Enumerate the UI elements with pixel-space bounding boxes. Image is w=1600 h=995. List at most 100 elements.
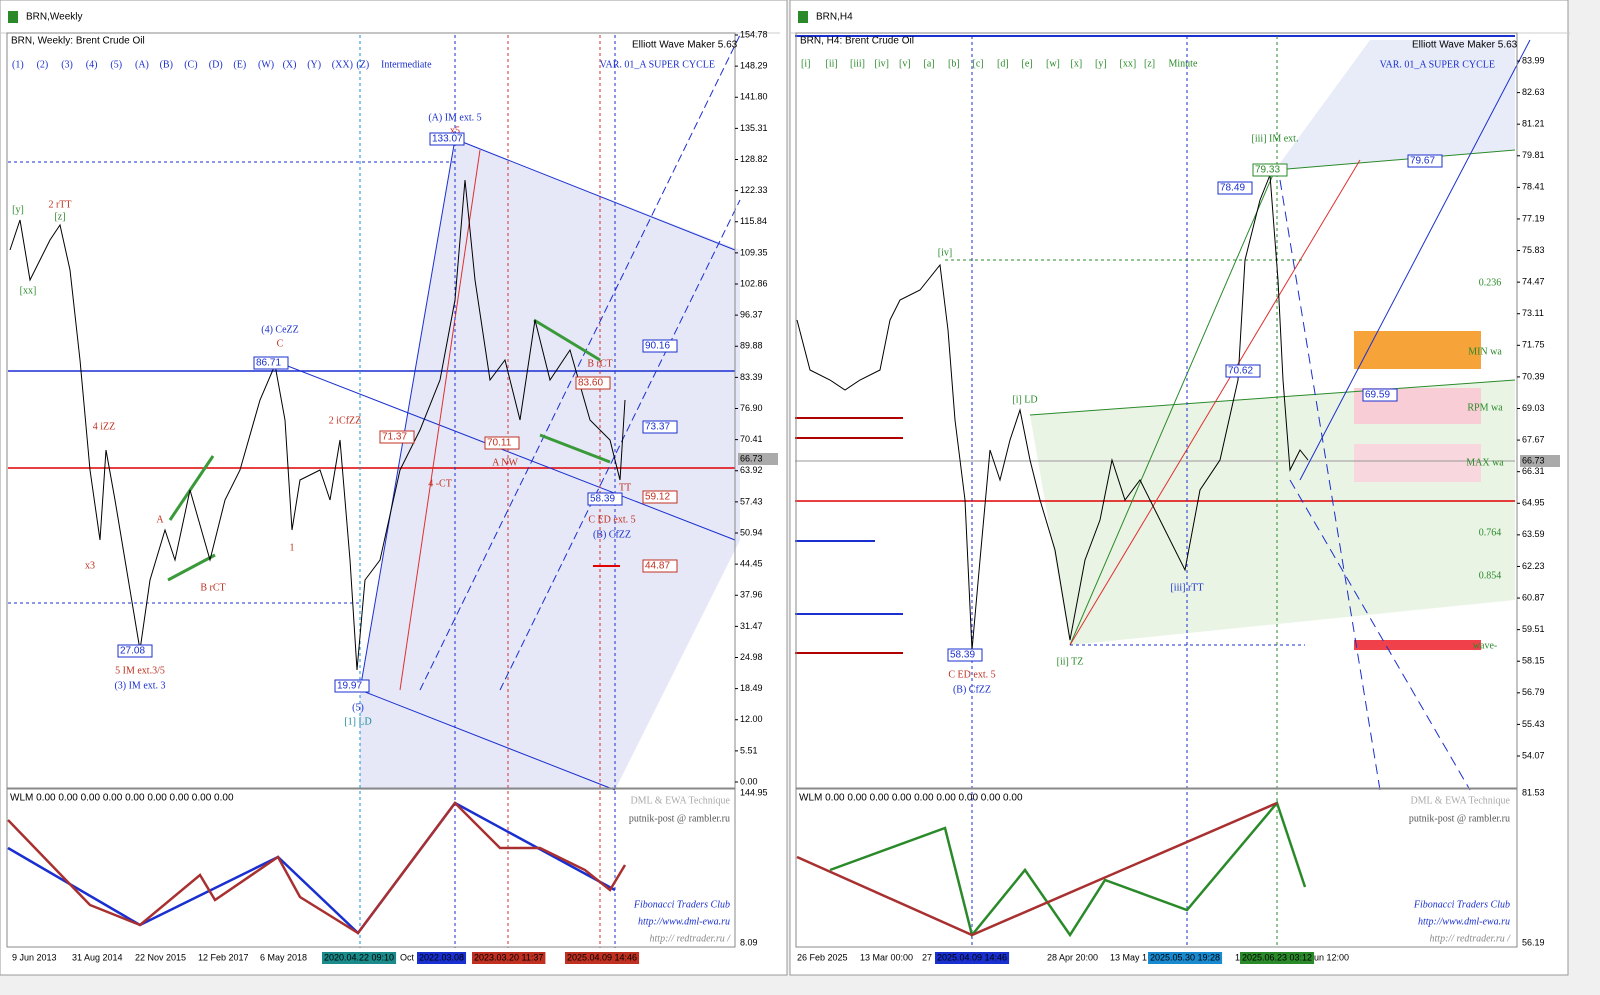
wave-button[interactable]: [ii]	[826, 58, 838, 69]
wave-button[interactable]: [x]	[1071, 58, 1083, 69]
date-label: 2022.03.08	[419, 952, 464, 962]
wave-label: TT	[619, 482, 631, 493]
wave-button[interactable]: (B)	[160, 59, 173, 70]
indicator-axis: 8.09	[740, 937, 758, 947]
wave-label: MIN wa	[1468, 346, 1502, 357]
wave-button[interactable]: [y]	[1095, 58, 1107, 69]
price-box-label: 59.12	[645, 492, 670, 503]
indicator-credit: http:// redtrader.ru /	[650, 933, 732, 944]
wave-button[interactable]: [iv]	[875, 58, 889, 69]
price-axis-label: 0.00	[740, 776, 758, 786]
date-label: 2020.04.22 09:10	[324, 952, 394, 962]
price-axis-label: 70.39	[1522, 371, 1545, 381]
wave-button[interactable]: (XX)	[332, 59, 353, 70]
h4-drawings	[795, 35, 1531, 948]
date-label: 31 Aug 2014	[72, 952, 123, 962]
price-axis-label: 62.23	[1522, 561, 1545, 571]
price-box	[587, 492, 623, 506]
wave-label: [ii] TZ	[1057, 656, 1084, 667]
date-label: 12 Feb 2017	[198, 952, 249, 962]
wave-button[interactable]: Minute	[1169, 58, 1198, 69]
price-box	[1362, 388, 1398, 402]
wave-button[interactable]: (2)	[37, 59, 49, 70]
date-label: un 12:00	[1314, 952, 1349, 962]
wave-button[interactable]: [e]	[1022, 58, 1033, 69]
variant-title: VAR. 01_A SUPER CYCLE	[600, 59, 715, 70]
wave-label: (B) CfZZ	[953, 684, 991, 695]
wave-label: 2 rTT	[48, 199, 71, 210]
price-axis-label: 141.80	[740, 92, 768, 102]
wave-label: 0.854	[1479, 570, 1502, 581]
wave-button[interactable]: (A)	[135, 59, 149, 70]
wave-button[interactable]: (1)	[12, 59, 24, 70]
price-box	[642, 339, 678, 353]
price-box-label: 90.16	[645, 341, 670, 352]
wave-button[interactable]: (D)	[209, 59, 223, 70]
wave-button[interactable]: [v]	[899, 58, 911, 69]
current-price: 66.73	[740, 453, 763, 463]
indicator-credit: DML & EWA Technique	[1410, 795, 1510, 806]
wave-button[interactable]: [c]	[973, 58, 984, 69]
wave-button[interactable]: (Z)	[356, 59, 369, 70]
wave-button[interactable]: (E)	[233, 59, 246, 70]
price-axis-label: 109.35	[740, 247, 768, 257]
wave-label: wave-	[1473, 640, 1497, 651]
symbol-line: BRN, H4: Brent Crude Oil	[800, 36, 914, 47]
wave-button[interactable]: (X)	[283, 59, 297, 70]
price-box	[1407, 154, 1443, 168]
date-label: 2025.04.09 14:46	[567, 952, 637, 962]
indicator-credit: putnik-post @ rambler.ru	[1409, 813, 1510, 824]
wave-button[interactable]: [a]	[924, 58, 935, 69]
wave-button[interactable]: (C)	[184, 59, 197, 70]
wave-label: B rCT	[587, 358, 612, 369]
wave-label: [1] LD	[344, 716, 372, 727]
wave-button[interactable]: [iii]	[850, 58, 865, 69]
wave-button[interactable]: [i]	[801, 58, 810, 69]
wave-button[interactable]: Intermediate	[381, 59, 432, 70]
price-axis-label: 24.98	[740, 652, 763, 662]
date-highlight	[322, 952, 397, 964]
wave-button[interactable]: (3)	[61, 59, 73, 70]
wave-label: C	[277, 338, 284, 349]
indicator-axis: 56.19	[1522, 937, 1545, 947]
wave-button[interactable]: [xx]	[1120, 58, 1137, 69]
price-box-label: 86.71	[256, 358, 281, 369]
date-label: 28 Apr 20:00	[1047, 952, 1098, 962]
price-axis-label: 71.75	[1522, 340, 1545, 350]
wave-label: 4 iZZ	[93, 421, 116, 432]
variant-title: VAR. 01_A SUPER CYCLE	[1380, 59, 1495, 70]
wave-label: A	[156, 514, 164, 525]
price-axis-label: 154.78	[740, 29, 768, 39]
wave-label: (B) CfZZ	[593, 529, 631, 540]
wave-label: x5	[450, 125, 460, 136]
wave-button[interactable]: (Y)	[307, 59, 321, 70]
price-box-label: 27.08	[120, 646, 145, 657]
date-label: 2025.05.30 19:28	[1150, 952, 1220, 962]
price-axis-label: 77.19	[1522, 213, 1545, 223]
wave-label: [iii] IM ext.	[1252, 133, 1299, 144]
price-axis-label: 73.11	[1522, 308, 1544, 318]
wave-button[interactable]: (W)	[258, 59, 274, 70]
wave-label: (A) IM ext. 5	[428, 112, 481, 123]
wave-label: (4) CeZZ	[261, 324, 299, 335]
wave-label: [z]	[54, 211, 65, 222]
indicator-credit: putnik-post @ rambler.ru	[629, 813, 730, 824]
wave-button[interactable]: [b]	[948, 58, 960, 69]
price-axis-label: 74.47	[1522, 277, 1545, 287]
wave-button[interactable]: [z]	[1144, 58, 1155, 69]
price-box	[334, 679, 370, 693]
date-label: 6 May 2018	[260, 952, 307, 962]
wave-label: 0.236	[1479, 277, 1502, 288]
date-label: 27	[922, 952, 932, 962]
wave-button[interactable]: [d]	[997, 58, 1009, 69]
indicator-credit: http:// redtrader.ru /	[1430, 933, 1512, 944]
price-box-label: 70.11	[487, 438, 512, 449]
price-axis-label: 66.31	[1522, 466, 1545, 476]
wave-button[interactable]: (4)	[86, 59, 98, 70]
wave-button[interactable]: [w]	[1046, 58, 1060, 69]
weekly-drawings	[8, 34, 741, 948]
wave-button[interactable]: (5)	[110, 59, 122, 70]
wave-label: 4 -CT	[428, 478, 452, 489]
price-axis-label: 54.07	[1522, 750, 1545, 760]
